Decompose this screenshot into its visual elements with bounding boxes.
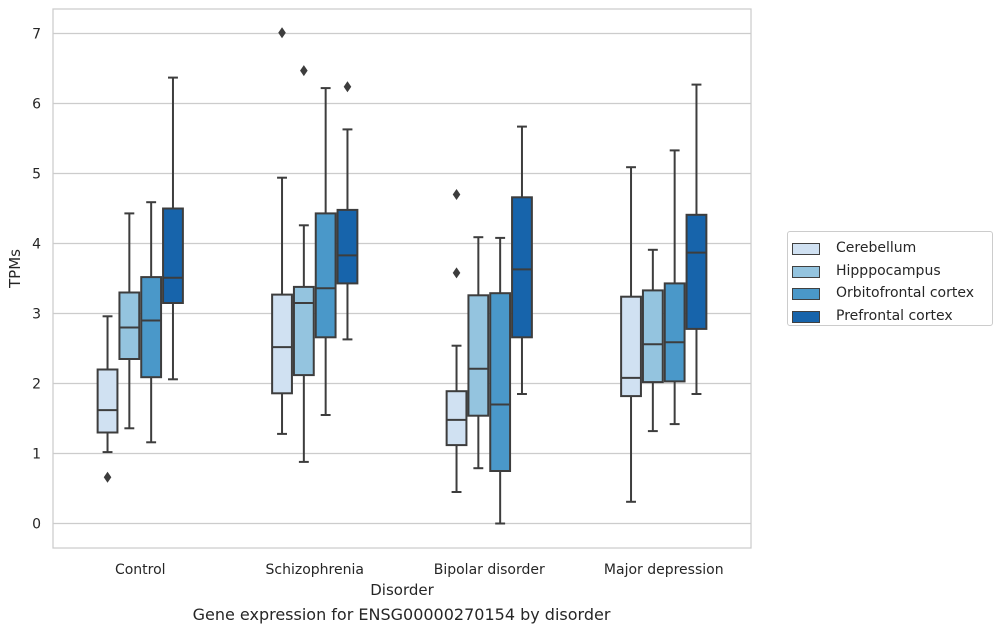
legend-swatch bbox=[792, 310, 820, 323]
outlier-point bbox=[300, 65, 308, 77]
box-orbitofrontal-cortex bbox=[663, 149, 686, 426]
box-hipppocampus bbox=[467, 236, 490, 470]
box-iqr bbox=[96, 368, 119, 434]
x-tick-label: Control bbox=[115, 562, 166, 578]
box-iqr bbox=[445, 390, 468, 447]
outlier-point bbox=[343, 81, 352, 93]
box-iqr bbox=[140, 276, 163, 379]
box-prefrontal-cortex bbox=[511, 125, 533, 395]
y-tick-label: 2 bbox=[32, 377, 41, 393]
legend-swatch bbox=[792, 288, 820, 300]
box-iqr bbox=[641, 289, 664, 384]
box-cerebellum bbox=[445, 189, 468, 493]
legend-item: Prefrontal cortex bbox=[788, 307, 992, 327]
box-iqr bbox=[620, 295, 642, 398]
box-iqr bbox=[118, 291, 141, 360]
box-iqr bbox=[336, 208, 359, 285]
y-tick-label: 3 bbox=[32, 307, 41, 323]
box-orbitofrontal-cortex bbox=[140, 201, 163, 444]
legend-item: Cerebellum bbox=[788, 239, 992, 259]
box-hipppocampus bbox=[641, 248, 664, 433]
y-tick-label: 1 bbox=[32, 447, 41, 463]
box-prefrontal-cortex bbox=[336, 81, 359, 341]
y-tick-label: 6 bbox=[32, 97, 41, 113]
box-iqr bbox=[511, 196, 533, 339]
box-cerebellum bbox=[96, 315, 119, 483]
x-tick-label: Bipolar disorder bbox=[434, 562, 545, 578]
legend-label: Prefrontal cortex bbox=[836, 307, 953, 324]
y-axis-title: TPMs bbox=[6, 249, 24, 289]
box-hipppocampus bbox=[118, 212, 141, 430]
legend-label: Orbitofrontal cortex bbox=[836, 285, 974, 301]
box-series bbox=[96, 27, 708, 525]
y-tick-label: 5 bbox=[32, 167, 41, 183]
x-axis-ticks: Control Schizophrenia Bipolar disorder Majo… bbox=[115, 562, 724, 578]
outlier-point bbox=[278, 27, 286, 39]
box-orbitofrontal-cortex bbox=[489, 236, 512, 525]
x-tick-label: Major depression bbox=[604, 562, 724, 578]
box-iqr bbox=[271, 293, 293, 395]
legend-swatch bbox=[792, 243, 820, 255]
box-hipppocampus bbox=[292, 65, 315, 463]
box-iqr bbox=[162, 207, 184, 304]
legend: Cerebellum Hipppocampus Orbitofrontal cort… bbox=[787, 231, 993, 326]
x-tick-label: Schizophrenia bbox=[266, 562, 364, 578]
legend-item: Orbitofrontal cortex bbox=[788, 284, 992, 304]
x-axis-title: Disorder bbox=[370, 581, 434, 599]
box-iqr bbox=[292, 285, 315, 377]
box-iqr bbox=[685, 213, 708, 330]
box-prefrontal-cortex bbox=[162, 76, 184, 381]
y-tick-label: 4 bbox=[32, 237, 41, 253]
box-iqr bbox=[314, 212, 337, 339]
outlier-point bbox=[452, 267, 461, 279]
legend-swatch bbox=[792, 265, 820, 278]
legend-label: Cerebellum bbox=[836, 240, 917, 256]
outlier-point bbox=[452, 189, 461, 200]
box-cerebellum bbox=[271, 27, 293, 435]
box-cerebellum bbox=[620, 166, 642, 503]
box-iqr bbox=[663, 282, 686, 383]
box-iqr bbox=[467, 294, 490, 417]
box-iqr bbox=[489, 292, 512, 473]
y-tick-label: 0 bbox=[32, 517, 41, 533]
y-tick-label: 7 bbox=[32, 27, 41, 43]
outlier-point bbox=[103, 471, 112, 483]
box-prefrontal-cortex bbox=[685, 83, 708, 395]
legend-item: Hipppocampus bbox=[788, 262, 992, 282]
y-axis-ticks: 0 1 2 3 4 5 6 7 bbox=[32, 27, 41, 533]
legend-label: Hipppocampus bbox=[836, 262, 941, 279]
chart-caption: Gene expression for ENSG00000270154 by d… bbox=[192, 605, 611, 624]
box-orbitofrontal-cortex bbox=[314, 87, 337, 416]
